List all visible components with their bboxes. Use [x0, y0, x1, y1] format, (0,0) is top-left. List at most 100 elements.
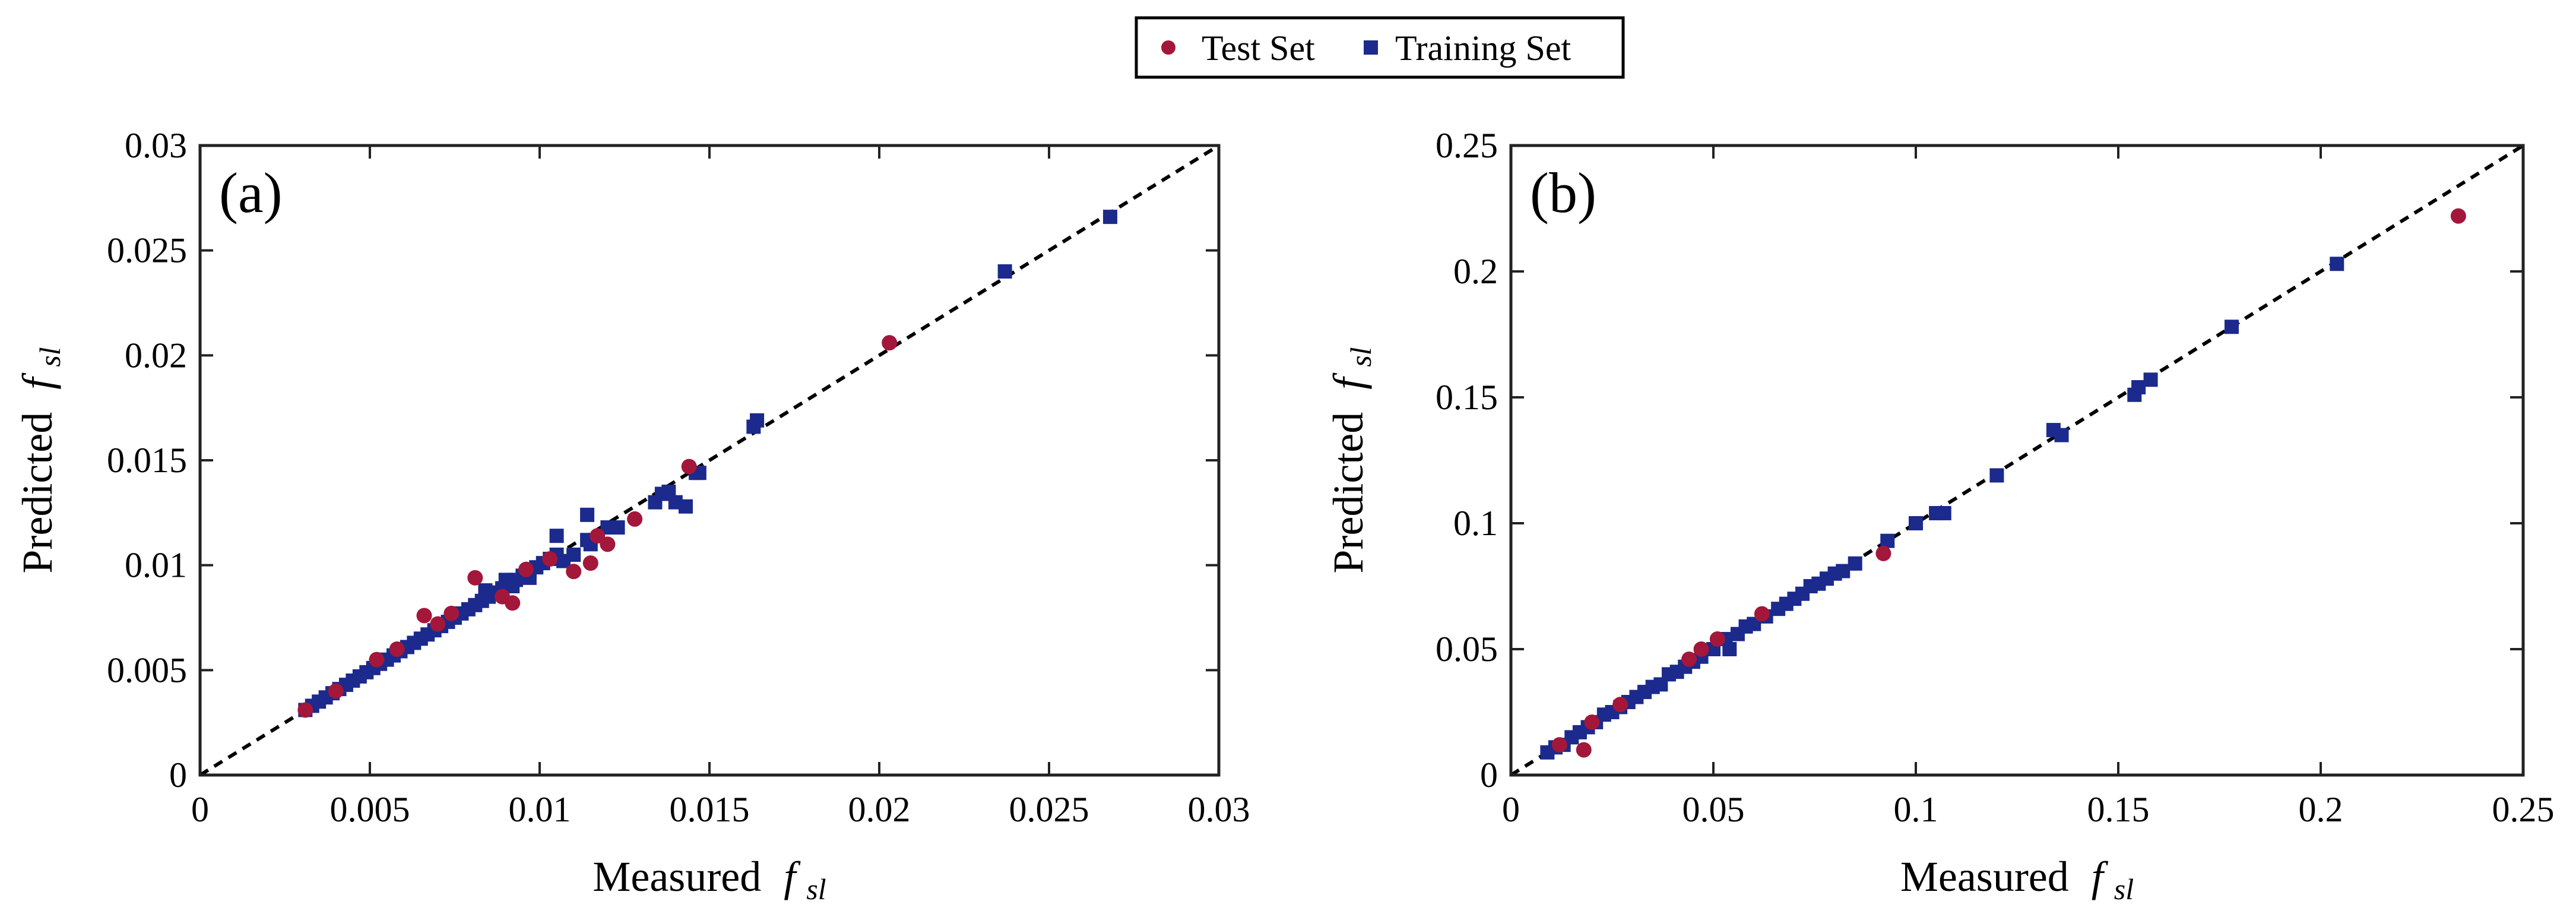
y-ticks: 0 0.005 0.01 0.015 0.02 0.025 0.03	[107, 126, 1219, 795]
training-point	[580, 507, 595, 522]
test-point	[1612, 697, 1628, 713]
training-point	[750, 413, 765, 428]
test-point	[1681, 651, 1697, 667]
test-point	[1875, 545, 1891, 561]
x-tick-label: 0.15	[2087, 790, 2150, 829]
plot-frame	[198, 144, 1221, 777]
x-tick-label: 0.05	[1683, 790, 1745, 829]
test-point	[882, 335, 898, 351]
legend-label-test: Test Set	[1202, 29, 1315, 68]
test-point	[416, 608, 432, 624]
training-point	[505, 579, 520, 593]
y-tick-label: 0.005	[107, 650, 187, 690]
y-ticks: 0 0.05 0.1 0.15 0.2 0.25	[1436, 126, 2523, 795]
y-tick-label: 0.15	[1436, 378, 1498, 417]
y-tick-label: 0.025	[107, 231, 187, 270]
training-point	[566, 548, 581, 562]
test-point	[467, 570, 483, 586]
x-tick-label: 0.02	[848, 790, 911, 829]
x-tick-label: 0	[1502, 790, 1520, 829]
test-point	[681, 458, 697, 475]
y-tick-label: 0.02	[125, 336, 187, 375]
x-tick-label: 0.005	[330, 790, 410, 829]
x-ticks: 0 0.05 0.1 0.15 0.2 0.25	[1502, 146, 2555, 829]
test-point	[582, 555, 598, 571]
y-axis-variable: f	[14, 372, 61, 390]
training-point	[2131, 380, 2146, 395]
x-tick-label: 0	[191, 790, 209, 829]
training-point	[1937, 506, 1951, 521]
y-axis-title-text: Predicted	[14, 412, 61, 574]
y-tick-label: 0.25	[1436, 126, 1498, 165]
test-point	[1584, 714, 1600, 730]
x-axis-title: Measured f sl	[1900, 853, 2134, 906]
training-point	[2330, 257, 2344, 271]
y-tick-label: 0.1	[1453, 504, 1498, 543]
x-ticks: 0 0.005 0.01 0.015 0.02 0.025 0.03	[191, 146, 1250, 829]
training-point	[2224, 320, 2239, 334]
training-point	[1722, 642, 1737, 656]
y-tick-label: 0.2	[1453, 252, 1498, 291]
test-point	[542, 551, 558, 567]
y-tick-label: 0	[1480, 755, 1498, 795]
panel-label: (a)	[219, 161, 283, 224]
test-point	[389, 641, 405, 657]
test-point	[297, 702, 313, 718]
training-point	[2143, 372, 2158, 387]
y-tick-label: 0	[169, 755, 187, 795]
legend-marker-test	[1161, 40, 1175, 55]
training-point	[1989, 468, 2004, 483]
y-axis-title: Predicted f sl	[14, 347, 66, 573]
training-point	[1836, 564, 1851, 578]
test-point	[590, 528, 606, 544]
training-point	[678, 499, 693, 514]
y-tick-label: 0.03	[125, 126, 187, 165]
training-point	[1909, 516, 1923, 530]
test-points	[1551, 208, 2466, 758]
x-tick-label: 0.03	[1188, 790, 1250, 829]
y-axis-variable-subscript: sl	[33, 347, 66, 366]
test-point	[1693, 641, 1709, 657]
x-tick-label: 0.1	[1894, 790, 1938, 829]
training-point	[610, 520, 625, 535]
test-point	[627, 511, 643, 527]
legend-box	[1135, 16, 1625, 79]
training-point	[478, 583, 493, 598]
legend-marker-training	[1364, 40, 1378, 55]
y-tick-label: 0.015	[107, 441, 187, 480]
test-point	[1551, 737, 1567, 753]
y-tick-label: 0.05	[1436, 630, 1498, 669]
x-axis-variable-subscript: sl	[806, 872, 826, 906]
test-point	[2450, 208, 2466, 224]
x-axis-title-text: Measured	[1900, 853, 2069, 900]
panel-b: 0 0.05 0.1 0.15 0.2 0.25 00.050.10.150.20.25 …	[1325, 126, 2555, 906]
y-tick-label: 0.01	[125, 546, 187, 585]
x-axis-title-text: Measured	[592, 853, 761, 900]
test-point	[430, 616, 446, 632]
training-point	[1102, 210, 1117, 224]
test-point	[505, 595, 521, 611]
test-points	[297, 335, 898, 718]
training-point	[549, 529, 564, 543]
training-point	[997, 264, 1012, 279]
test-point	[566, 564, 582, 580]
test-point	[369, 652, 385, 668]
test-point	[600, 536, 616, 552]
test-point	[518, 561, 534, 577]
panel-a: 0 0.005 0.01 0.015 0.02 0.025 0.03 0 0.005 0.01 0…	[14, 126, 1250, 906]
training-point	[1848, 556, 1862, 571]
legend-label-training: Training Set	[1395, 29, 1571, 68]
y-axis-title: Predicted f sl	[1325, 347, 1377, 573]
test-point	[1576, 742, 1592, 758]
training-point	[2054, 428, 2069, 442]
x-axis-variable: f	[784, 853, 801, 900]
y-axis-variable: f	[1325, 372, 1372, 390]
training-point	[1880, 533, 1895, 548]
y-axis-variable-subscript: sl	[1344, 347, 1377, 366]
x-tick-label: 0.2	[2299, 790, 2343, 829]
x-tick-label: 0.015	[670, 790, 750, 829]
test-point	[328, 683, 344, 699]
y-axis-title-text: Predicted	[1325, 412, 1372, 574]
panel-label: (b)	[1530, 161, 1596, 224]
test-point	[1709, 631, 1725, 647]
